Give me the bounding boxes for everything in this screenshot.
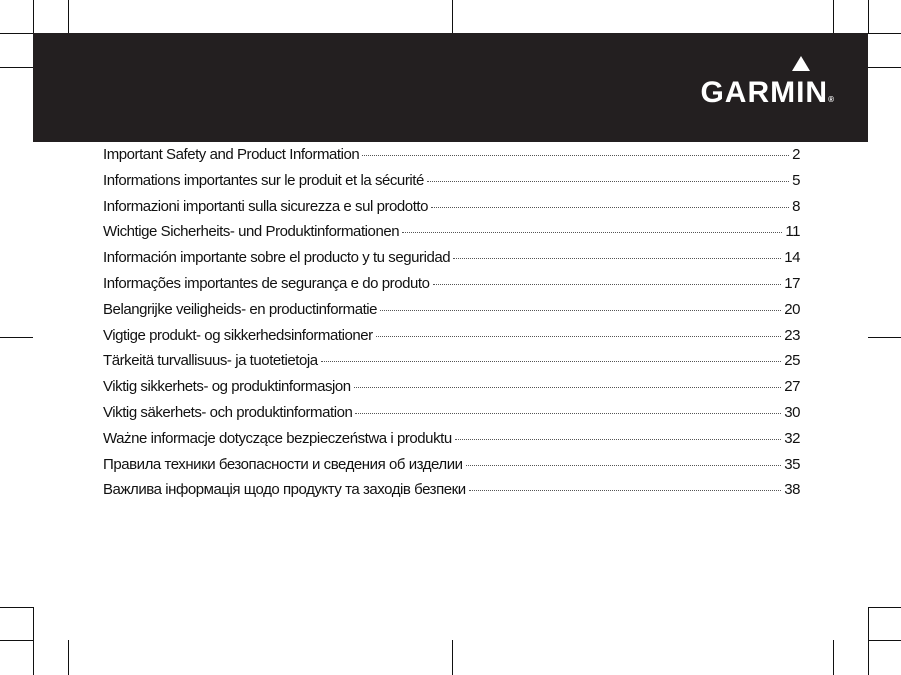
toc-page-number: 11 xyxy=(785,223,800,241)
toc-leader xyxy=(375,335,782,337)
garmin-logo: GARMIN® xyxy=(700,56,835,110)
toc-page-number: 20 xyxy=(784,300,800,318)
crop-mark xyxy=(868,640,901,641)
crop-mark xyxy=(868,33,901,34)
toc-leader xyxy=(353,387,782,389)
toc-title: Informations importantes sur le produit … xyxy=(103,171,424,189)
crop-mark xyxy=(833,640,834,675)
crop-mark xyxy=(868,607,901,608)
toc-title: Belangrijke veiligheids- en productinfor… xyxy=(103,300,378,318)
crop-mark xyxy=(0,640,33,641)
crop-mark xyxy=(0,67,33,68)
toc-page-number: 25 xyxy=(784,352,800,370)
crop-mark xyxy=(452,640,453,675)
toc-entry[interactable]: Información importante sobre el producto… xyxy=(103,249,800,275)
crop-mark xyxy=(33,0,34,33)
toc-leader xyxy=(402,232,783,234)
toc-leader xyxy=(320,361,782,363)
toc-page-number: 14 xyxy=(784,249,800,267)
toc-entry[interactable]: Important Safety and Product Information… xyxy=(103,146,800,172)
toc-page-number: 35 xyxy=(784,455,800,473)
toc-page-number: 2 xyxy=(792,146,800,163)
toc-page-number: 32 xyxy=(784,429,800,447)
toc-page-number: 5 xyxy=(792,171,800,189)
crop-mark xyxy=(868,607,869,675)
crop-mark xyxy=(868,337,901,338)
toc-title: Viktig säkerhets- och produktinformation xyxy=(103,403,353,421)
crop-mark xyxy=(68,0,69,33)
logo-triangle-icon xyxy=(792,56,810,71)
toc-leader xyxy=(454,438,782,440)
toc-title: Важлива інформація щодо продукту та захо… xyxy=(103,481,466,499)
header-band xyxy=(33,33,868,142)
toc-page-number: 23 xyxy=(784,326,800,344)
toc-title: Wichtige Sicherheits- und Produktinforma… xyxy=(103,223,400,241)
toc-leader xyxy=(362,155,790,156)
crop-mark xyxy=(0,337,33,338)
toc-title: Ważne informacje dotyczące bezpieczeństw… xyxy=(103,429,452,447)
toc-entry[interactable]: Viktig sikkerhets- og produktinformasjon… xyxy=(103,378,800,404)
toc-leader xyxy=(468,490,782,492)
toc-entry[interactable]: Важлива інформація щодо продукту та захо… xyxy=(103,481,800,507)
toc-leader xyxy=(355,412,782,414)
toc-entry[interactable]: Ważne informacje dotyczące bezpieczeństw… xyxy=(103,430,800,456)
crop-mark xyxy=(868,67,901,68)
toc-title: Vigtige produkt- og sikkerhedsinformatio… xyxy=(103,326,373,344)
toc-page-number: 8 xyxy=(792,197,800,215)
crop-mark xyxy=(68,640,69,675)
toc-entry[interactable]: Правила техники безопасности и сведения … xyxy=(103,456,800,482)
toc-entry[interactable]: Informazioni importanti sulla sicurezza … xyxy=(103,198,800,224)
toc-leader xyxy=(432,283,782,285)
toc-leader xyxy=(426,180,790,182)
toc-page-number: 38 xyxy=(784,481,800,499)
toc-leader xyxy=(453,258,782,260)
toc-title: Información importante sobre el producto… xyxy=(103,249,451,267)
crop-mark xyxy=(452,0,453,33)
toc-leader xyxy=(465,464,782,466)
toc-entry[interactable]: Viktig säkerhets- och produktinformation… xyxy=(103,404,800,430)
toc-entry[interactable]: Belangrijke veiligheids- en productinfor… xyxy=(103,301,800,327)
toc-entry[interactable]: Informações importantes de segurança e d… xyxy=(103,275,800,301)
crop-mark xyxy=(833,0,834,33)
table-of-contents: Important Safety and Product Information… xyxy=(103,146,800,507)
crop-mark xyxy=(0,607,33,608)
toc-page-number: 27 xyxy=(784,378,800,396)
toc-page-number: 17 xyxy=(784,274,800,292)
toc-leader xyxy=(380,309,782,311)
toc-title: Правила техники безопасности и сведения … xyxy=(103,455,463,473)
toc-leader xyxy=(431,206,790,208)
toc-title: Important Safety and Product Information xyxy=(103,146,360,163)
toc-title: Informazioni importanti sulla sicurezza … xyxy=(103,197,429,215)
toc-entry[interactable]: Informations importantes sur le produit … xyxy=(103,172,800,198)
toc-title: Tärkeitä turvallisuus- ja tuotetietoja xyxy=(103,352,318,370)
toc-entry[interactable]: Tärkeitä turvallisuus- ja tuotetietoja 25 xyxy=(103,352,800,378)
toc-entry[interactable]: Wichtige Sicherheits- und Produktinforma… xyxy=(103,223,800,249)
toc-title: Viktig sikkerhets- og produktinformasjon xyxy=(103,378,351,396)
crop-mark xyxy=(0,33,33,34)
toc-page-number: 30 xyxy=(784,403,800,421)
crop-mark xyxy=(33,607,34,675)
toc-title: Informações importantes de segurança e d… xyxy=(103,274,430,292)
toc-entry[interactable]: Vigtige produkt- og sikkerhedsinformatio… xyxy=(103,327,800,353)
crop-mark xyxy=(868,0,869,33)
